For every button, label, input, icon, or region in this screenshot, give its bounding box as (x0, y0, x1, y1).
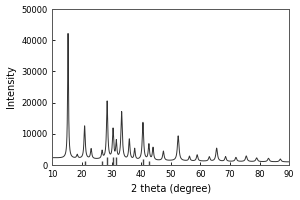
Y-axis label: Intensity: Intensity (6, 66, 16, 108)
X-axis label: 2 theta (degree): 2 theta (degree) (131, 184, 211, 194)
